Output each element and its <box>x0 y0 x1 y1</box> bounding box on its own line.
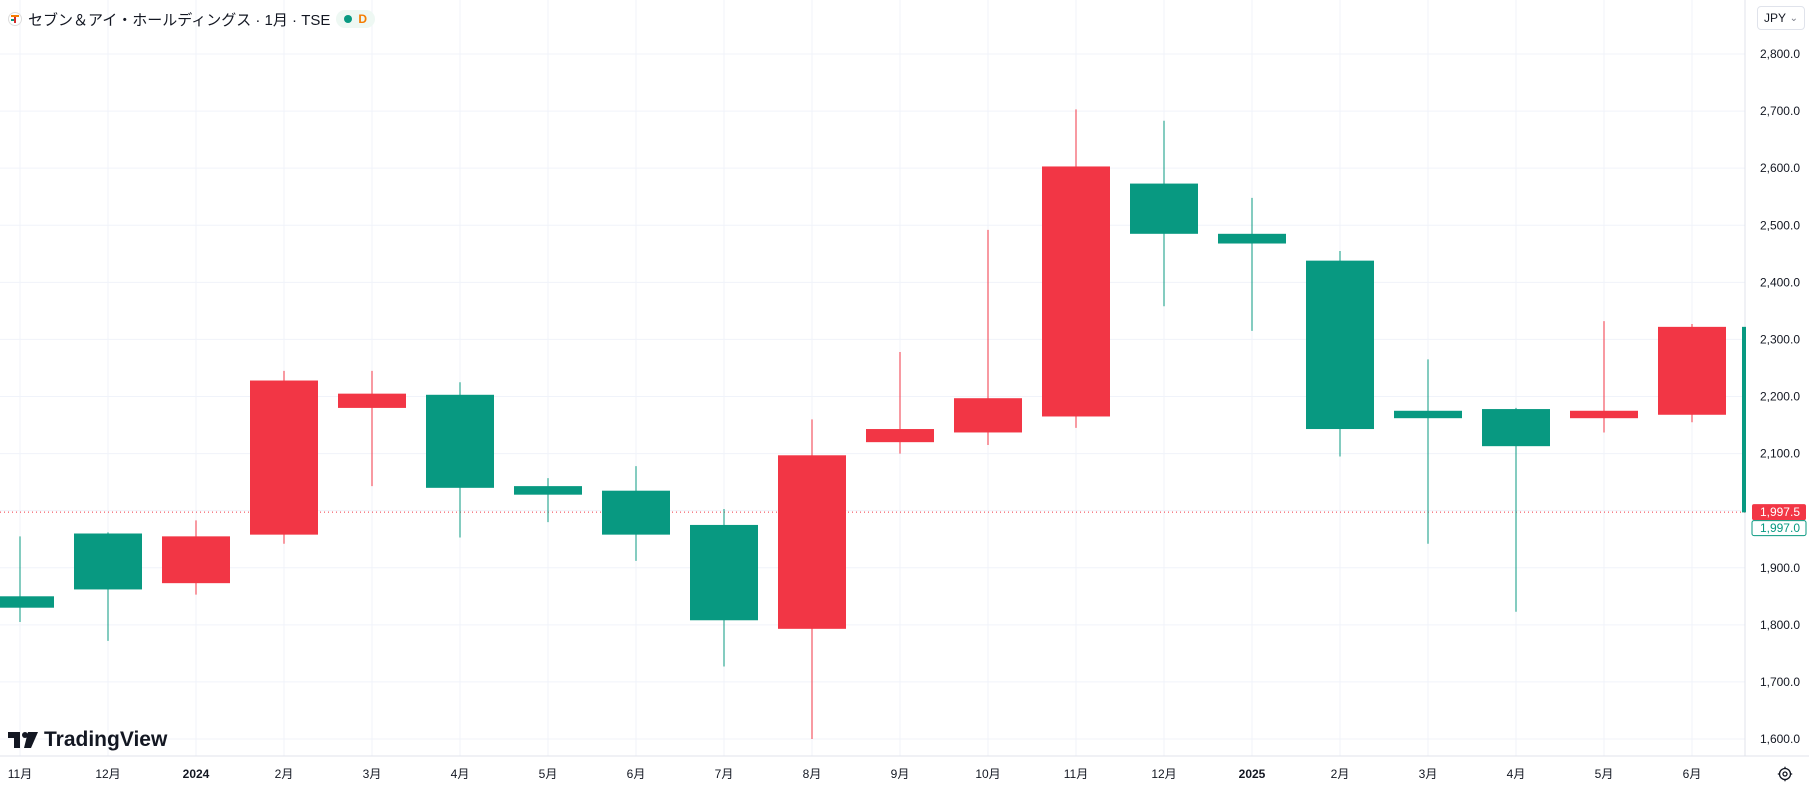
second-price-tag <box>1751 520 1807 537</box>
candle-body <box>338 393 406 408</box>
x-tick-label: 2025 <box>1239 767 1266 781</box>
candle-body <box>690 524 758 621</box>
candle-body <box>866 429 934 443</box>
candle[interactable] <box>0 536 54 622</box>
candle-body <box>1570 410 1638 419</box>
candle[interactable] <box>954 229 1022 446</box>
candle[interactable] <box>1130 120 1198 307</box>
candle-body <box>426 394 494 488</box>
second-price-label: 1,997.0 <box>1760 521 1800 535</box>
x-tick-label: 4月 <box>451 767 470 781</box>
candle-body <box>1218 233 1286 244</box>
candle-body <box>1042 166 1110 417</box>
y-tick-label: 2,300.0 <box>1760 332 1800 346</box>
x-tick-label: 9月 <box>891 767 910 781</box>
candle[interactable] <box>74 532 142 641</box>
candle-body <box>1394 410 1462 419</box>
x-tick-label: 3月 <box>1419 767 1438 781</box>
candle[interactable] <box>162 520 230 595</box>
chart-header: セブン＆アイ・ホールディングス · 1月 · TSE D <box>8 8 376 30</box>
x-tick-label: 10月 <box>975 767 1000 781</box>
y-tick-label: 2,400.0 <box>1760 275 1800 289</box>
x-tick-label: 12月 <box>95 767 120 781</box>
market-status-badge[interactable]: D <box>336 10 376 28</box>
candle-body <box>0 596 54 608</box>
candle[interactable] <box>514 478 582 523</box>
candle-body <box>954 398 1022 433</box>
y-tick-label: 2,600.0 <box>1760 161 1800 175</box>
candle[interactable] <box>426 382 494 538</box>
tradingview-logo-icon <box>8 732 38 748</box>
x-tick-label: 3月 <box>363 767 382 781</box>
candle-body <box>162 536 230 584</box>
y-tick-label: 1,600.0 <box>1760 732 1800 746</box>
candle[interactable] <box>1482 407 1550 612</box>
y-tick-label: 1,800.0 <box>1760 618 1800 632</box>
candle[interactable] <box>338 370 406 487</box>
x-tick-label: 12月 <box>1151 767 1176 781</box>
tradingview-logo-text: TradingView <box>44 728 168 751</box>
x-tick-label: 7月 <box>715 767 734 781</box>
candle[interactable] <box>1394 359 1462 544</box>
chevron-down-icon: ⌄ <box>1789 12 1798 24</box>
candle-body <box>74 533 142 590</box>
candle[interactable] <box>778 419 846 739</box>
x-tick-label: 11月 <box>8 767 32 781</box>
y-tick-label: 2,700.0 <box>1760 104 1800 118</box>
x-tick-label: 2月 <box>1331 767 1350 781</box>
candle-body <box>778 455 846 629</box>
y-tick-label: 2,200.0 <box>1760 390 1800 404</box>
delayed-data-badge: D <box>358 12 368 26</box>
x-tick-label: 8月 <box>803 767 822 781</box>
candle[interactable] <box>1658 324 1726 423</box>
y-tick-label: 2,500.0 <box>1760 218 1800 232</box>
settings-gear-icon[interactable] <box>1775 764 1795 784</box>
current-price-tag <box>1752 504 1806 521</box>
y-tick-label: 1,900.0 <box>1760 561 1800 575</box>
current-price-label: 1,997.5 <box>1760 505 1800 519</box>
x-tick-label: 2024 <box>183 767 210 781</box>
currency-selector[interactable]: JPY ⌄ <box>1757 6 1805 30</box>
tradingview-logo[interactable]: TradingView <box>8 728 167 752</box>
symbol-title[interactable]: セブン＆アイ・ホールディングス · 1月 · TSE <box>28 11 331 29</box>
candle-body <box>602 490 670 535</box>
y-tick-label: 2,800.0 <box>1760 47 1800 61</box>
x-tick-label: 5月 <box>539 767 558 781</box>
candle[interactable] <box>1218 197 1286 331</box>
current-bar <box>1742 326 1746 513</box>
candle-body <box>1658 326 1726 415</box>
y-tick-label: 1,700.0 <box>1760 675 1800 689</box>
candle[interactable] <box>602 466 670 561</box>
candle-body <box>1482 409 1550 447</box>
candle-body <box>250 380 318 535</box>
candle[interactable] <box>690 508 758 667</box>
candle[interactable] <box>1306 250 1374 457</box>
x-tick-label: 6月 <box>627 767 646 781</box>
x-tick-label: 2月 <box>275 767 294 781</box>
x-tick-label: 4月 <box>1507 767 1526 781</box>
candle-body <box>1130 183 1198 234</box>
symbol-logo-icon <box>8 12 22 26</box>
x-tick-label: 11月 <box>1064 767 1088 781</box>
candle[interactable] <box>866 351 934 454</box>
candle[interactable] <box>1042 109 1110 428</box>
x-tick-label: 6月 <box>1683 767 1702 781</box>
currency-label: JPY <box>1764 11 1787 25</box>
market-open-dot-icon <box>344 15 353 23</box>
candle-body <box>514 486 582 495</box>
candle[interactable] <box>1570 321 1638 433</box>
y-tick-label: 2,100.0 <box>1760 447 1800 461</box>
candle[interactable] <box>250 370 318 544</box>
x-tick-label: 5月 <box>1595 767 1614 781</box>
candle-body <box>1306 260 1374 430</box>
